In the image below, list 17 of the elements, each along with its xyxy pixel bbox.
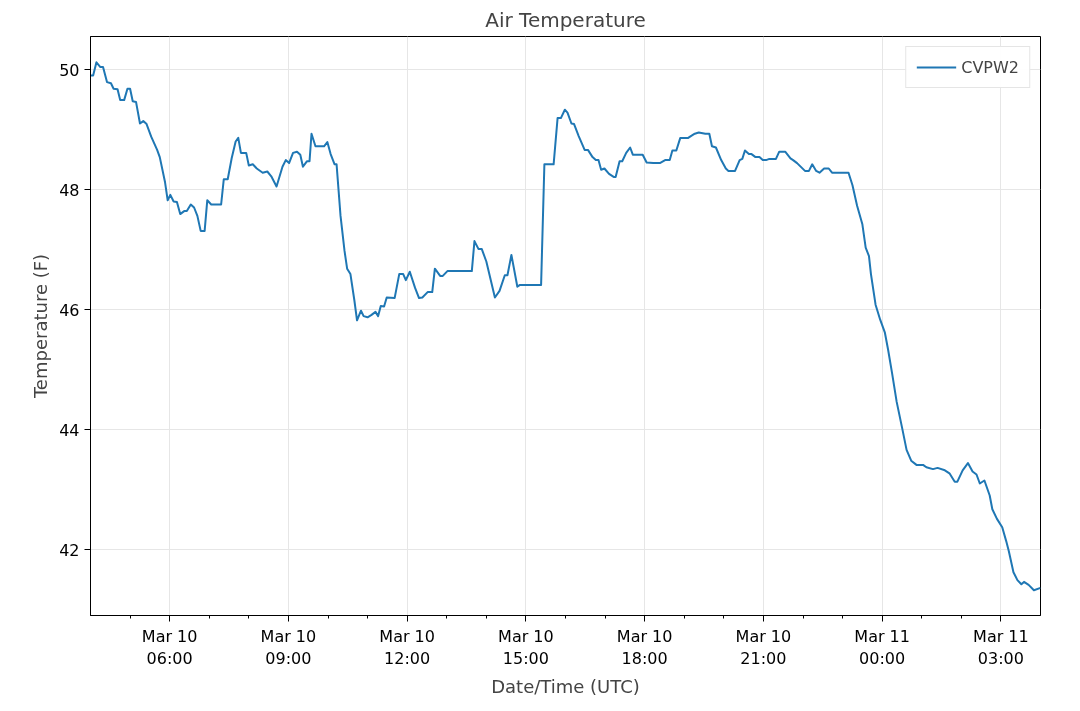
y-tick-label: 46 (59, 300, 80, 320)
x-tick-label: Mar 10 18:00 (616, 626, 673, 669)
x-tick-label: Mar 10 21:00 (735, 626, 792, 669)
y-tick-label: 50 (59, 60, 80, 80)
y-tick-label: 42 (59, 540, 80, 560)
x-tick-label: Mar 10 15:00 (498, 626, 554, 669)
legend-label: CVPW2 (961, 57, 1019, 77)
x-tick-label: Mar 11 00:00 (854, 626, 910, 669)
x-tick-label: Mar 10 12:00 (379, 626, 435, 669)
x-tick-label: Mar 10 09:00 (260, 626, 317, 669)
y-tick-label: 48 (59, 180, 80, 200)
y-axis-title: Temperature (F) (30, 253, 52, 400)
x-tick-label: Mar 10 06:00 (141, 626, 198, 669)
x-tick-label: Mar 11 03:00 (973, 626, 1029, 669)
x-axis-title: Date/Time (UTC) (491, 676, 640, 698)
chart-title: Air Temperature (485, 7, 646, 32)
y-tick-label: 44 (59, 420, 80, 440)
